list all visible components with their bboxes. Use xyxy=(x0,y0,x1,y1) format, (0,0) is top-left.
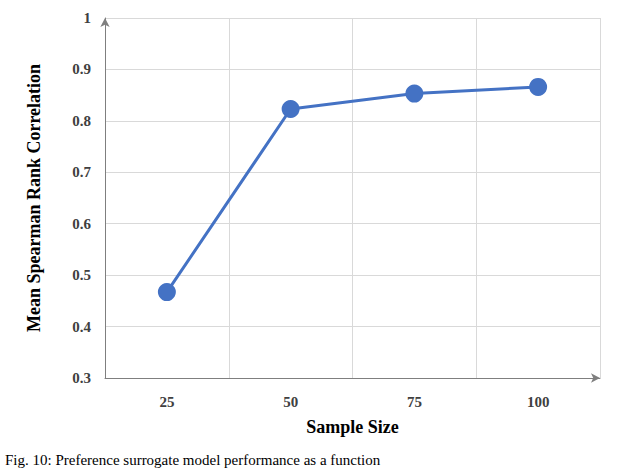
svg-text:0.4: 0.4 xyxy=(72,319,91,335)
svg-text:0.6: 0.6 xyxy=(72,216,91,232)
svg-text:0.3: 0.3 xyxy=(72,370,91,386)
svg-text:0.8: 0.8 xyxy=(72,113,91,129)
svg-text:1: 1 xyxy=(84,10,92,26)
svg-text:Sample Size: Sample Size xyxy=(306,417,399,437)
svg-text:0.9: 0.9 xyxy=(72,61,91,77)
svg-text:Fig. 10: Preference surrogate: Fig. 10: Preference surrogate model perf… xyxy=(5,452,381,468)
svg-text:100: 100 xyxy=(527,394,550,410)
svg-text:75: 75 xyxy=(407,394,422,410)
svg-text:0.5: 0.5 xyxy=(72,267,91,283)
svg-text:0.7: 0.7 xyxy=(72,164,91,180)
svg-text:25: 25 xyxy=(159,394,174,410)
svg-text:50: 50 xyxy=(283,394,298,410)
svg-text:Mean Spearman Rank Correlation: Mean Spearman Rank Correlation xyxy=(24,64,44,332)
